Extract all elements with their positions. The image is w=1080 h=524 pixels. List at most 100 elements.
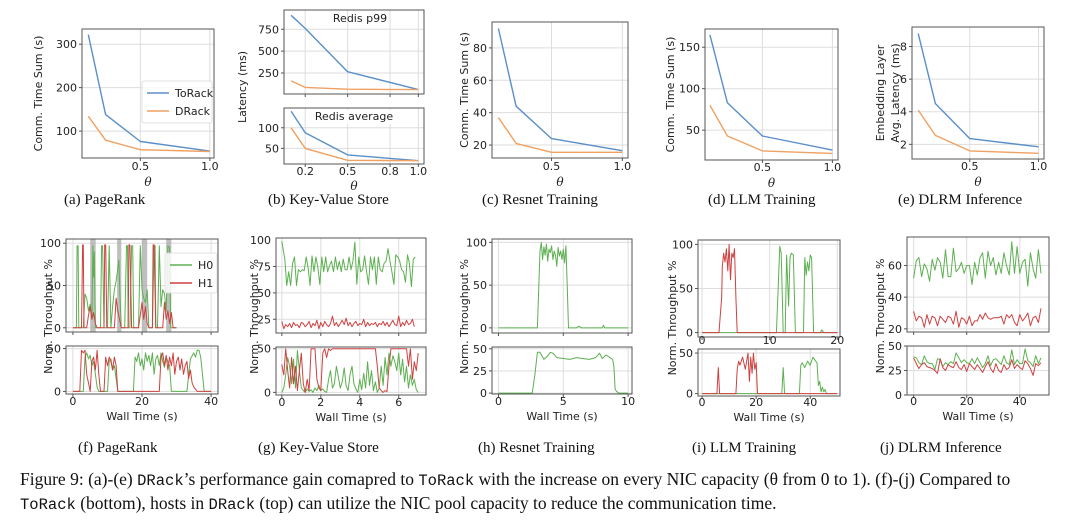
series-line-torack bbox=[290, 110, 419, 162]
y-tick-label: 0 bbox=[686, 388, 693, 401]
y-tick-label: 100 bbox=[56, 125, 77, 138]
shaded-interval bbox=[142, 239, 148, 332]
x-axis-label: θ bbox=[768, 176, 776, 190]
series-line-h0 bbox=[281, 241, 416, 288]
legend-label-h0: H0 bbox=[198, 259, 213, 272]
subcaption-d: (d) LLM Training bbox=[708, 192, 816, 208]
y-tick-label: 500 bbox=[258, 45, 279, 58]
subplot-h-1: 0 25 50 0 5 10 bbox=[473, 343, 635, 408]
x-tick-label: 40 bbox=[803, 396, 817, 409]
y-tick-label: 80 bbox=[473, 42, 487, 55]
y-tick-label: 0 bbox=[480, 387, 487, 400]
axes-frame bbox=[275, 237, 427, 334]
axes-frame bbox=[283, 107, 425, 165]
series-line-h0 bbox=[913, 348, 1042, 370]
series-line-h0 bbox=[913, 241, 1042, 287]
series-line-h1 bbox=[702, 352, 838, 395]
x-tick-label: 6 bbox=[395, 396, 402, 409]
series-line-h0 bbox=[498, 241, 629, 329]
y-tick-label: 50 bbox=[686, 124, 700, 137]
caption-text-run: (top) can utilize the NIC pool capacity … bbox=[255, 493, 777, 513]
y-axis-label: Comm. Time Sum (s) bbox=[458, 32, 471, 148]
inset-title: Redis p99 bbox=[333, 12, 387, 25]
axes-frame bbox=[283, 9, 425, 95]
series-line-h1 bbox=[913, 308, 1042, 328]
y-tick-label: 75 bbox=[257, 261, 271, 274]
y-tick-label: 300 bbox=[56, 38, 77, 51]
subplot-b-1: 50 100 0.2 0.5 0.8 1.0 Redis average bbox=[258, 107, 427, 178]
inset-title: Redis average bbox=[315, 110, 393, 123]
subcaption-h: (h) Resnet Training bbox=[478, 440, 595, 456]
subplot-d: 50 100 150 0.5 1.0 bbox=[679, 28, 841, 174]
subcaption-b: (b) Key-Value Store bbox=[268, 192, 389, 208]
inset-title-bg bbox=[314, 110, 394, 124]
y-tick-label: 40 bbox=[888, 291, 902, 304]
x-axis-label: Wall Time (s) bbox=[733, 411, 804, 424]
y-tick-label: 60 bbox=[473, 74, 487, 87]
y-tick-label: 0 bbox=[264, 386, 271, 399]
y-tick-label: 6 bbox=[900, 73, 907, 86]
x-tick-label: 0 bbox=[910, 395, 917, 408]
x-tick-label: 0.5 bbox=[754, 161, 772, 174]
x-tick-label: 1.0 bbox=[614, 160, 632, 173]
series-line-h1 bbox=[702, 243, 838, 334]
y-axis-label: Embedding Layer bbox=[874, 44, 887, 141]
series-line-torack bbox=[497, 28, 623, 152]
series-line-drack bbox=[290, 80, 419, 91]
x-axis-label: θ bbox=[556, 175, 564, 189]
y-tick-label: 50 bbox=[257, 287, 271, 300]
x-tick-label: 0.5 bbox=[132, 160, 150, 173]
axes-frame bbox=[906, 236, 1050, 333]
y-tick-label: 50 bbox=[888, 340, 902, 353]
legend-label-torack: ToRack bbox=[174, 87, 214, 100]
x-tick-label: 0 bbox=[495, 395, 502, 408]
x-tick-label: 0.2 bbox=[296, 165, 314, 178]
series-line-h0 bbox=[498, 351, 629, 394]
series-line-h0 bbox=[72, 349, 212, 392]
subcaption-g: (g) Key-Value Store bbox=[258, 440, 379, 456]
subcaption-c: (c) Resnet Training bbox=[482, 192, 598, 208]
series-line-drack bbox=[290, 127, 419, 162]
y-tick-label: 25 bbox=[257, 313, 271, 326]
y-tick-label: 50 bbox=[473, 343, 487, 356]
y-axis-label: Latency (ms) bbox=[236, 51, 249, 123]
y-axis-label: Comm. Time Sum (s) bbox=[664, 37, 677, 153]
caption-system-name: ToRack bbox=[418, 472, 475, 490]
subcaption-a: (a) PageRank bbox=[64, 192, 146, 208]
x-tick-label: 40 bbox=[204, 395, 218, 408]
y-tick-label: 0 bbox=[895, 389, 902, 402]
x-axis-label: θ bbox=[974, 175, 982, 189]
x-axis-label: Wall Time (s) bbox=[942, 410, 1013, 423]
y-tick-label: 50 bbox=[265, 142, 279, 155]
y-tick-label: 50 bbox=[473, 279, 487, 292]
y-tick-label: 50 bbox=[47, 280, 61, 293]
x-tick-label: 0.8 bbox=[381, 165, 399, 178]
axes-frame bbox=[697, 348, 841, 397]
x-tick-label: 0 bbox=[699, 334, 706, 347]
y-tick-label: 4 bbox=[900, 106, 907, 119]
series-line-drack bbox=[497, 117, 623, 153]
series-line-drack bbox=[87, 115, 210, 153]
y-tick-label: 50 bbox=[679, 283, 693, 296]
y-tick-label: 8 bbox=[900, 41, 907, 54]
x-axis-label: θ bbox=[350, 179, 358, 193]
axes-frame bbox=[491, 21, 629, 159]
caption-system-name: ToRack bbox=[20, 496, 76, 514]
figure-caption-text: (a)-(e) DRack’s performance gain comapre… bbox=[20, 469, 1010, 514]
subplot-f-1: 0 50 0 20 40 bbox=[47, 343, 219, 408]
axes-frame bbox=[704, 28, 839, 161]
x-tick-label: 4 bbox=[356, 396, 363, 409]
y-tick-label: 100 bbox=[258, 122, 279, 135]
y-axis-label: Comm. Time Sum (s) bbox=[32, 36, 45, 152]
x-axis-label: Wall Time (s) bbox=[106, 410, 177, 423]
subplot-i-1: 0 50 0 20 40 bbox=[679, 347, 841, 409]
y-tick-label: 25 bbox=[888, 365, 902, 378]
y-tick-label: 100 bbox=[40, 237, 61, 250]
y-tick-label: 100 bbox=[672, 238, 693, 251]
x-tick-label: 1.0 bbox=[201, 160, 219, 173]
caption-text-run: (a)-(e) bbox=[83, 469, 138, 489]
legend-box bbox=[141, 80, 213, 124]
series-line-torack bbox=[87, 34, 210, 152]
legend: ToRack DRack bbox=[141, 80, 214, 124]
